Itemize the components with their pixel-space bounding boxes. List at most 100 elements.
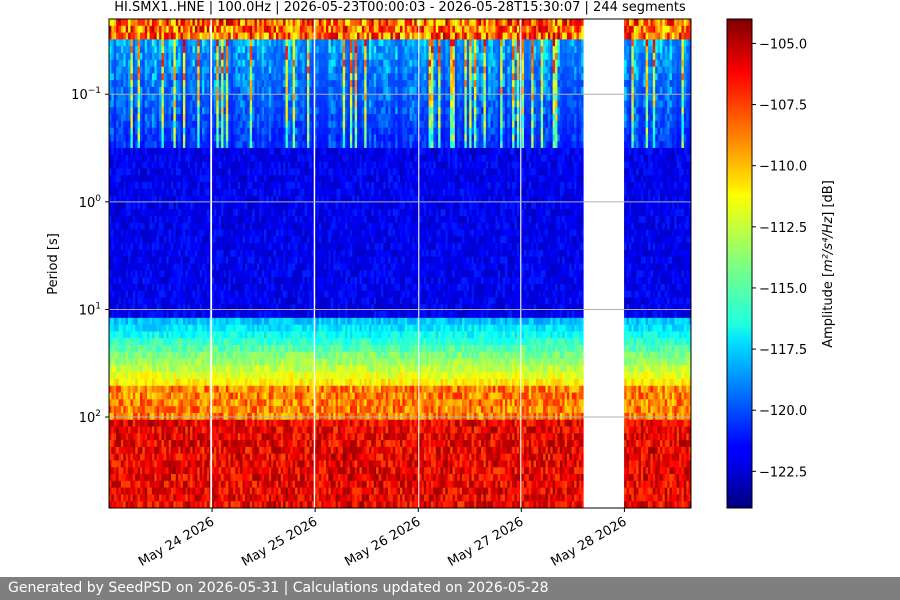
heatmap-cell [116,188,120,197]
heatmap-cell [125,385,129,394]
heatmap-cell [144,501,148,508]
heatmap-cell [123,480,127,489]
heatmap-cell [144,426,148,434]
heatmap-cell [137,311,141,319]
heatmap-cell [113,351,117,360]
heatmap-cell [118,317,122,326]
heatmap-cell [144,243,148,251]
heatmap-cell [113,270,117,278]
heatmap-cell [140,86,143,95]
heatmap-cell [137,453,141,462]
heatmap-cell [123,195,127,203]
heatmap-cell [135,202,139,210]
heatmap-cell [128,195,132,203]
heatmap-cell [109,161,112,170]
heatmap-cell [135,25,139,34]
heatmap-cell [123,474,127,482]
heatmap-cell [109,433,112,441]
heatmap-cell [132,494,136,502]
heatmap-cell [142,501,146,508]
heatmap-cell [128,209,132,217]
heatmap-cell [132,399,136,407]
heatmap-cell [128,317,132,326]
heatmap-cell [111,32,115,40]
heatmap-cell [132,107,136,115]
heatmap-cell [113,86,117,95]
heatmap-cell [116,66,120,74]
heatmap-cell [135,154,139,163]
heatmap-cell [135,59,139,68]
heatmap-cell [118,93,122,102]
heatmap-cell [109,73,112,81]
heatmap-cell [140,440,143,448]
heatmap-cell [128,474,132,482]
heatmap-cell [142,270,146,278]
heatmap-cell [128,270,132,278]
heatmap-cell [113,175,117,183]
heatmap-cell [135,283,139,292]
heatmap-cell [116,406,120,414]
heatmap-cell [137,25,141,34]
heatmap-cell [118,474,122,482]
heatmap-cell [116,52,120,61]
heatmap-cell [123,338,127,346]
heatmap-cell [132,426,136,434]
heatmap-cell [111,161,115,170]
heatmap-cell [128,148,132,156]
heatmap-cell [130,324,134,333]
heatmap-cell [147,175,151,183]
heatmap-cell [116,46,120,54]
heatmap-cell [123,304,127,312]
heatmap-cell [120,338,124,346]
heatmap-cell [111,277,115,285]
heatmap-cell [140,100,143,108]
heatmap-cell [125,453,129,462]
heatmap-cell [123,209,127,217]
heatmap-cell [142,59,146,68]
heatmap-cell [113,229,117,237]
heatmap-cell [111,100,115,108]
heatmap-cell [140,365,143,373]
heatmap-cell [142,229,146,237]
heatmap-cell [125,494,129,502]
heatmap-cell [140,134,143,142]
heatmap-cell [132,283,136,292]
heatmap-cell [123,324,127,333]
heatmap-cell [111,467,115,475]
heatmap-cell [128,467,132,475]
heatmap-cell [109,372,112,380]
heatmap-cell [109,467,112,475]
heatmap-cell [142,182,146,190]
heatmap-cell [113,440,117,448]
heatmap-cell [113,52,117,61]
heatmap-cell [113,39,117,47]
heatmap-cell [116,25,120,34]
heatmap-cell [132,345,136,353]
heatmap-cell [128,154,132,163]
heatmap-cell [118,215,122,224]
heatmap-cell [140,378,143,387]
heatmap-cell [125,378,129,387]
heatmap-cell [109,426,112,434]
heatmap-cell [132,100,136,108]
heatmap-cell [144,351,148,360]
heatmap-cell [111,59,115,68]
heatmap-cell [111,358,115,366]
heatmap-cell [128,440,132,448]
heatmap-cell [128,141,132,149]
heatmap-cell [137,365,141,373]
heatmap-cell [132,501,136,508]
heatmap-cell [135,331,139,339]
heatmap-cell [120,127,124,136]
heatmap-cell [125,372,129,380]
heatmap-cell [116,501,120,508]
heatmap-cell [128,236,132,244]
heatmap-cell [113,494,117,502]
heatmap-cell [137,141,141,149]
heatmap-cell [118,290,122,299]
heatmap-cell [111,453,115,462]
heatmap-cell [144,66,148,74]
heatmap-cell [109,338,112,346]
heatmap-cell [113,66,117,74]
heatmap-cell [132,256,136,265]
